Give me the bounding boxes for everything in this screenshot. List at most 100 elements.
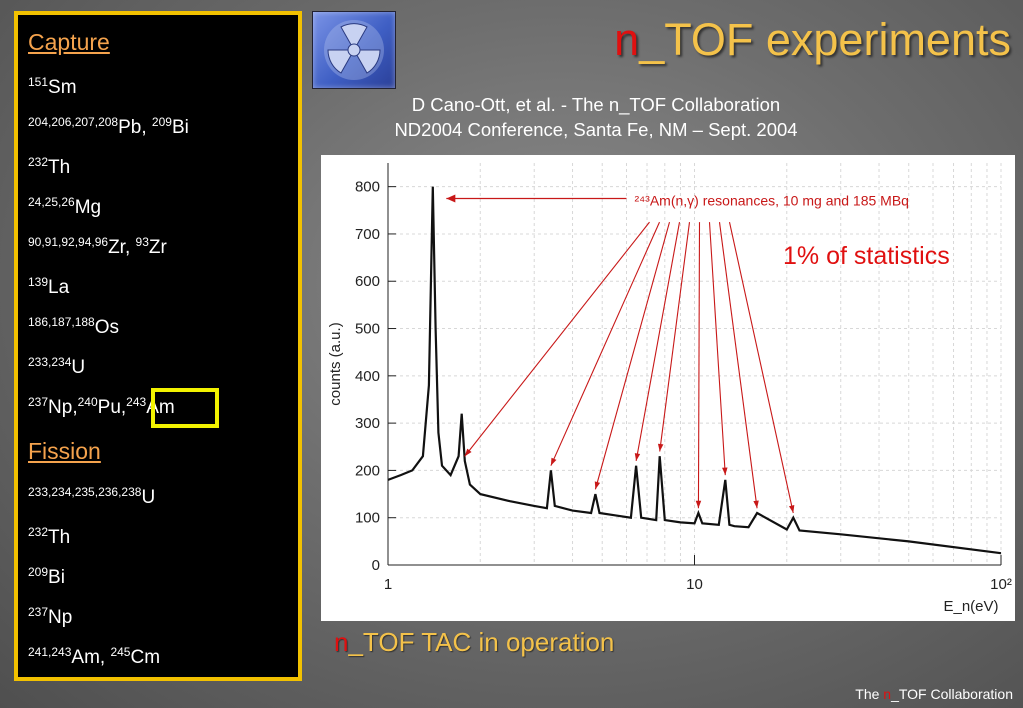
isotope-entry: 241,243Am, 245Cm: [28, 645, 160, 669]
element-symbol: Zr: [148, 237, 167, 258]
tof-spectrum-chart: 0 100 200 300 400 500 600 700 800 1 10 10² counts (a…: [321, 155, 1015, 621]
mass-number: 204,206,207,208: [28, 115, 119, 129]
isotope-entry: 233,234,235,236,238U: [28, 485, 155, 509]
isotope-entry: 90,91,92,94,96Zr, 93Zr: [28, 235, 167, 259]
resonance-arrowhead: [657, 443, 664, 452]
isotope-entry: 186,187,188Os: [28, 315, 119, 339]
y-axis-label: counts (a.u.): [327, 322, 344, 405]
resonance-arrow: [708, 222, 726, 476]
footer-credit: The n_TOF Collaboration: [855, 686, 1013, 702]
resonance-arrowhead: [464, 448, 472, 457]
resonance-arrow: [659, 222, 691, 452]
mass-number: 209: [28, 565, 49, 579]
resonance-arrowhead: [788, 505, 795, 513]
y-tick-label: 400: [355, 368, 380, 385]
mass-number: 233,234: [28, 355, 72, 369]
mass-number: 139: [28, 275, 49, 289]
element-symbol: Np,: [48, 397, 78, 418]
isotope-entry: 232Th: [28, 155, 70, 179]
mass-number: 245: [110, 645, 131, 659]
isotope-entry: 24,25,26Mg: [28, 195, 101, 219]
isotope-list-panel: Capture 151Sm 204,206,207,208Pb, 209Bi 232…: [14, 11, 302, 681]
y-tick-label: 600: [355, 273, 380, 290]
resonance-annotation: ²⁴³Am(n,γ) resonances, 10 mg and 185 MBq: [635, 193, 909, 209]
element-symbol: Th: [48, 157, 71, 178]
reference-line-1: D Cano-Ott, et al. - The n_TOF Collabora…: [411, 94, 781, 115]
y-tick-label: 100: [355, 510, 380, 527]
x-tick-label: 10: [686, 576, 703, 593]
resonance-arrowhead: [722, 467, 728, 476]
mass-number: 243: [126, 395, 147, 409]
element-symbol: Cm: [130, 647, 161, 668]
statistics-note: 1% of statistics: [783, 242, 950, 270]
mass-number: 209: [151, 115, 172, 129]
element-symbol: Zr,: [108, 237, 136, 258]
element-symbol: U: [141, 487, 156, 508]
x-axis-label: E_n(eV): [943, 598, 998, 615]
resonance-arrow: [550, 221, 661, 466]
mass-number: 232: [28, 155, 49, 169]
reference-line-2: ND2004 Conference, Santa Fe, NM – Sept. …: [394, 119, 798, 140]
y-tick-label: 0: [372, 557, 380, 574]
y-tick-label: 500: [355, 321, 380, 338]
mass-number: 237: [28, 605, 49, 619]
page-title: n_TOF experiments: [614, 14, 1011, 66]
mass-number: 186,187,188: [28, 315, 95, 329]
resonance-arrowhead: [753, 500, 759, 509]
resonance-arrowhead: [695, 500, 702, 509]
resonance-arrowhead: [594, 481, 601, 490]
title-n: n: [614, 14, 640, 65]
footer-post: _TOF Collaboration: [891, 686, 1013, 702]
isotope-entry: 237Np: [28, 605, 72, 629]
mass-number: 241,243: [28, 645, 72, 659]
x-tick-label: 1: [384, 576, 392, 593]
isotope-entry: 151Sm: [28, 75, 77, 99]
caption-n: n: [334, 627, 349, 657]
y-tick-label: 800: [355, 179, 380, 196]
isotope-entry: 204,206,207,208Pb, 209Bi: [28, 115, 189, 139]
mass-number: 237: [28, 395, 49, 409]
fission-heading: Fission: [28, 438, 101, 464]
footer-n: n: [883, 686, 892, 702]
resonance-arrow: [728, 221, 794, 514]
mass-number: 233,234,235,236,238: [28, 485, 142, 499]
spectrum-line: [387, 186, 1002, 555]
mass-number: 240: [77, 395, 98, 409]
mass-number: 24,25,26: [28, 195, 75, 209]
caption-rest: _TOF TAC in operation: [348, 627, 615, 657]
y-tick-label: 700: [355, 226, 380, 243]
radiation-trefoil-icon: [312, 11, 396, 89]
mass-number: 90,91,92,94,96: [28, 235, 109, 249]
tac-caption: n_TOF TAC in operation: [334, 627, 614, 658]
am243-highlight-box: [151, 388, 219, 428]
capture-heading: Capture: [28, 29, 110, 55]
y-tick-label: 200: [355, 462, 380, 479]
element-symbol: Os: [94, 317, 120, 338]
element-symbol: Am,: [71, 647, 111, 668]
x-tick-label: 10²: [990, 576, 1012, 593]
isotope-entry: 233,234U: [28, 355, 85, 379]
element-symbol: U: [71, 357, 86, 378]
element-symbol: Bi: [171, 117, 189, 138]
element-symbol: Pu,: [97, 397, 127, 418]
spectrum-svg: 0 100 200 300 400 500 600 700 800 1 10 10² counts (a…: [327, 163, 1012, 615]
element-symbol: Sm: [48, 77, 77, 98]
resonance-arrowhead: [550, 457, 557, 466]
reference-citation: D Cano-Ott, et al. - The n_TOF Collabora…: [336, 92, 856, 142]
mass-number: 232: [28, 525, 49, 539]
title-rest: _TOF experiments: [639, 14, 1011, 65]
resonance-arrowhead: [634, 453, 641, 461]
mass-number: 93: [135, 235, 149, 249]
element-symbol: Bi: [48, 567, 65, 588]
footer-pre: The: [855, 686, 884, 702]
isotope-entry: 232Th: [28, 525, 70, 549]
element-symbol: Np: [48, 607, 73, 628]
element-symbol: La: [48, 277, 70, 298]
isotope-entry: 209Bi: [28, 565, 65, 589]
element-symbol: Mg: [74, 197, 102, 218]
resonance-arrow: [464, 221, 650, 457]
element-symbol: Pb,: [118, 117, 152, 138]
mass-number: 151: [28, 75, 49, 89]
resonance-arrow: [594, 221, 671, 490]
isotope-entry: 139La: [28, 275, 69, 299]
